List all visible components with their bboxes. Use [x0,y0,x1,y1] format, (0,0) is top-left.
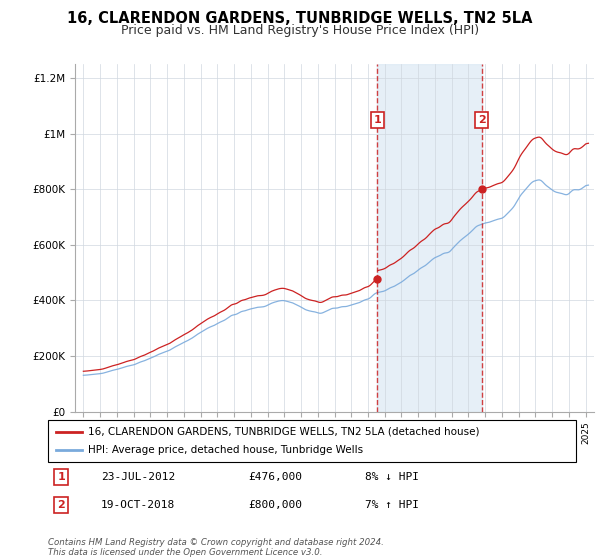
Text: 2: 2 [478,115,486,125]
Text: HPI: Average price, detached house, Tunbridge Wells: HPI: Average price, detached house, Tunb… [88,445,363,455]
Text: 8% ↓ HPI: 8% ↓ HPI [365,472,419,482]
Bar [377,64,482,412]
Text: Price paid vs. HM Land Registry's House Price Index (HPI): Price paid vs. HM Land Registry's House … [121,24,479,36]
Text: 16, CLARENDON GARDENS, TUNBRIDGE WELLS, TN2 5LA: 16, CLARENDON GARDENS, TUNBRIDGE WELLS, … [67,11,533,26]
Text: 23-JUL-2012: 23-JUL-2012 [101,472,175,482]
FancyBboxPatch shape [48,420,576,462]
Text: Contains HM Land Registry data © Crown copyright and database right 2024.
This d: Contains HM Land Registry data © Crown c… [48,538,384,557]
Text: 2: 2 [58,500,65,510]
Text: £476,000: £476,000 [248,472,302,482]
Text: 16, CLARENDON GARDENS, TUNBRIDGE WELLS, TN2 5LA (detached house): 16, CLARENDON GARDENS, TUNBRIDGE WELLS, … [88,427,479,437]
Text: 1: 1 [373,115,381,125]
Text: 19-OCT-2018: 19-OCT-2018 [101,500,175,510]
Text: 7% ↑ HPI: 7% ↑ HPI [365,500,419,510]
Text: 1: 1 [58,472,65,482]
Text: £800,000: £800,000 [248,500,302,510]
